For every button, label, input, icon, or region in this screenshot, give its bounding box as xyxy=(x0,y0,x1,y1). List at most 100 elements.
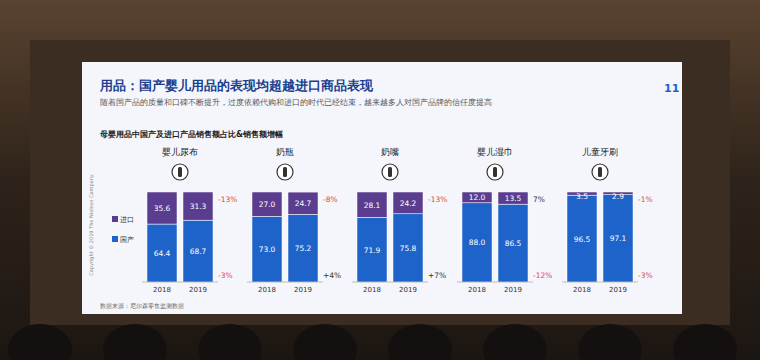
growth-label: +7% xyxy=(428,271,446,280)
group-title: 儿童牙刷 xyxy=(582,147,618,157)
audience-head xyxy=(483,324,547,360)
bar-segment xyxy=(147,224,177,282)
baseline xyxy=(562,282,638,283)
bar-segment xyxy=(357,217,387,282)
x-tick-label: 2019 xyxy=(294,286,312,294)
icon xyxy=(178,167,182,177)
source: 数据来源：尼尔森零售监测数据 xyxy=(100,302,184,309)
labels: 71.928.1201875.824.22019-13%+7% xyxy=(363,195,447,294)
group-title: 奶瓶 xyxy=(276,147,294,157)
data-label: 68.7 xyxy=(190,247,207,256)
audience-head xyxy=(8,324,72,360)
bar-segment xyxy=(498,192,528,204)
growth-label: -3% xyxy=(218,271,233,280)
data-label: 13.5 xyxy=(505,194,522,203)
bar-segment xyxy=(462,203,492,282)
copyright: Copyright © 2019 The Nielsen Company xyxy=(88,174,95,276)
chart-title: 母婴用品中国产及进口产品销售额占比&销售额增幅 xyxy=(99,130,283,139)
bar-segment xyxy=(288,214,318,282)
x-tick-label: 2019 xyxy=(399,286,417,294)
bar-segment xyxy=(288,192,318,214)
page-number: 11 xyxy=(664,82,679,95)
data-label: 64.4 xyxy=(154,249,171,258)
chart: 婴儿尿布64.435.6201868.731.32019-13%-3%进口国产 xyxy=(112,147,237,294)
growth-label: -3% xyxy=(638,271,653,280)
bar-segment xyxy=(567,195,597,282)
bars xyxy=(357,192,423,282)
icon xyxy=(598,167,602,177)
screen-frame xyxy=(30,40,730,325)
chart: 奶瓶 73.0 27.0 2018 75.2 24.7 2019 -8% +4% xyxy=(247,147,341,294)
slide-subtitle: 随着国产品的质量和口碑不断提升，过度依赖代购和进口的时代已经结束，越来越多人对国… xyxy=(100,98,492,107)
growth-label: -1% xyxy=(638,195,653,204)
labels: 73.0 27.0 2018 75.2 24.7 2019 -8% +4% xyxy=(258,195,341,294)
bar-segment xyxy=(357,192,387,217)
bar-segment xyxy=(252,192,282,216)
audience-head xyxy=(198,324,262,360)
bar-segment xyxy=(183,220,213,282)
baseline xyxy=(142,282,218,283)
data-label: 97.1 xyxy=(610,234,627,243)
data-label: 75.2 xyxy=(295,244,312,253)
data-label: 31.3 xyxy=(190,202,207,211)
icon xyxy=(493,167,497,177)
legend-swatch xyxy=(112,216,118,222)
x-tick-label: 2018 xyxy=(153,286,171,294)
data-label: 88.0 xyxy=(469,238,486,247)
chart: 儿童牙刷96.53.5201897.12.92019-1%-3% xyxy=(562,147,653,294)
bars xyxy=(462,192,528,282)
bar-segment xyxy=(147,192,177,224)
bars xyxy=(147,192,213,282)
audience-head xyxy=(293,324,357,360)
growth-label: -12% xyxy=(533,271,552,280)
x-tick-label: 2018 xyxy=(573,286,591,294)
bars xyxy=(252,192,318,282)
growth-label: -8% xyxy=(323,195,338,204)
data-label: 35.6 xyxy=(154,204,171,213)
data-label: 28.1 xyxy=(364,201,381,210)
bar-segment xyxy=(393,214,423,282)
data-label: 24.7 xyxy=(295,199,312,208)
bars xyxy=(567,192,633,282)
x-tick-label: 2018 xyxy=(258,286,276,294)
room xyxy=(0,0,760,360)
data-label: 24.2 xyxy=(400,199,417,208)
labels: 64.4 35.6 2018 68.7 31.3 2019 -13% -3% xyxy=(153,195,237,294)
page: 用品：国产婴儿用品的表现均超越进口商品表现随着国产品的质量和口碑不断提升，过度依… xyxy=(0,0,760,360)
data-label: 27.0 xyxy=(259,200,276,209)
chart: 婴儿湿巾88.012.0201886.513.520197%-12% xyxy=(457,147,552,294)
chart: 奶嘴71.928.1201875.824.22019-13%+7% xyxy=(352,147,447,294)
bar-segment xyxy=(498,204,528,282)
group-title: 婴儿湿巾 xyxy=(477,147,513,157)
labels: 88.012.0201886.513.520197%-12% xyxy=(468,193,552,294)
icon xyxy=(487,164,503,180)
icon xyxy=(382,164,398,180)
data-label: 75.8 xyxy=(400,244,417,253)
legend-label: 进口 xyxy=(120,216,134,224)
data-label: 73.0 xyxy=(259,245,276,254)
bar-segment xyxy=(603,195,633,282)
labels: 96.53.5201897.12.92019-1%-3% xyxy=(573,192,653,294)
x-tick-label: 2018 xyxy=(468,286,486,294)
x-tick-label: 2019 xyxy=(504,286,522,294)
icon xyxy=(388,167,392,177)
growth-label: 7% xyxy=(533,195,545,204)
bar-segment xyxy=(252,216,282,282)
slide-title: 用品：国产婴儿用品的表现均超越进口商品表现 xyxy=(99,78,374,93)
legend-swatch xyxy=(112,236,118,242)
data-label: 3.5 xyxy=(576,192,588,201)
icon xyxy=(277,164,293,180)
growth-label: +4% xyxy=(323,271,341,280)
bar-segment xyxy=(393,192,423,214)
bar-segment xyxy=(183,192,213,220)
icon xyxy=(172,164,188,180)
audience-head xyxy=(673,324,737,360)
growth-label: -13% xyxy=(218,195,237,204)
data-label: 12.0 xyxy=(469,193,486,202)
x-tick-label: 2019 xyxy=(189,286,207,294)
baseline xyxy=(457,282,533,283)
x-tick-label: 2019 xyxy=(609,286,627,294)
bar-segment xyxy=(462,192,492,203)
data-label: 2.9 xyxy=(612,192,624,201)
growth-label: -13% xyxy=(428,195,447,204)
